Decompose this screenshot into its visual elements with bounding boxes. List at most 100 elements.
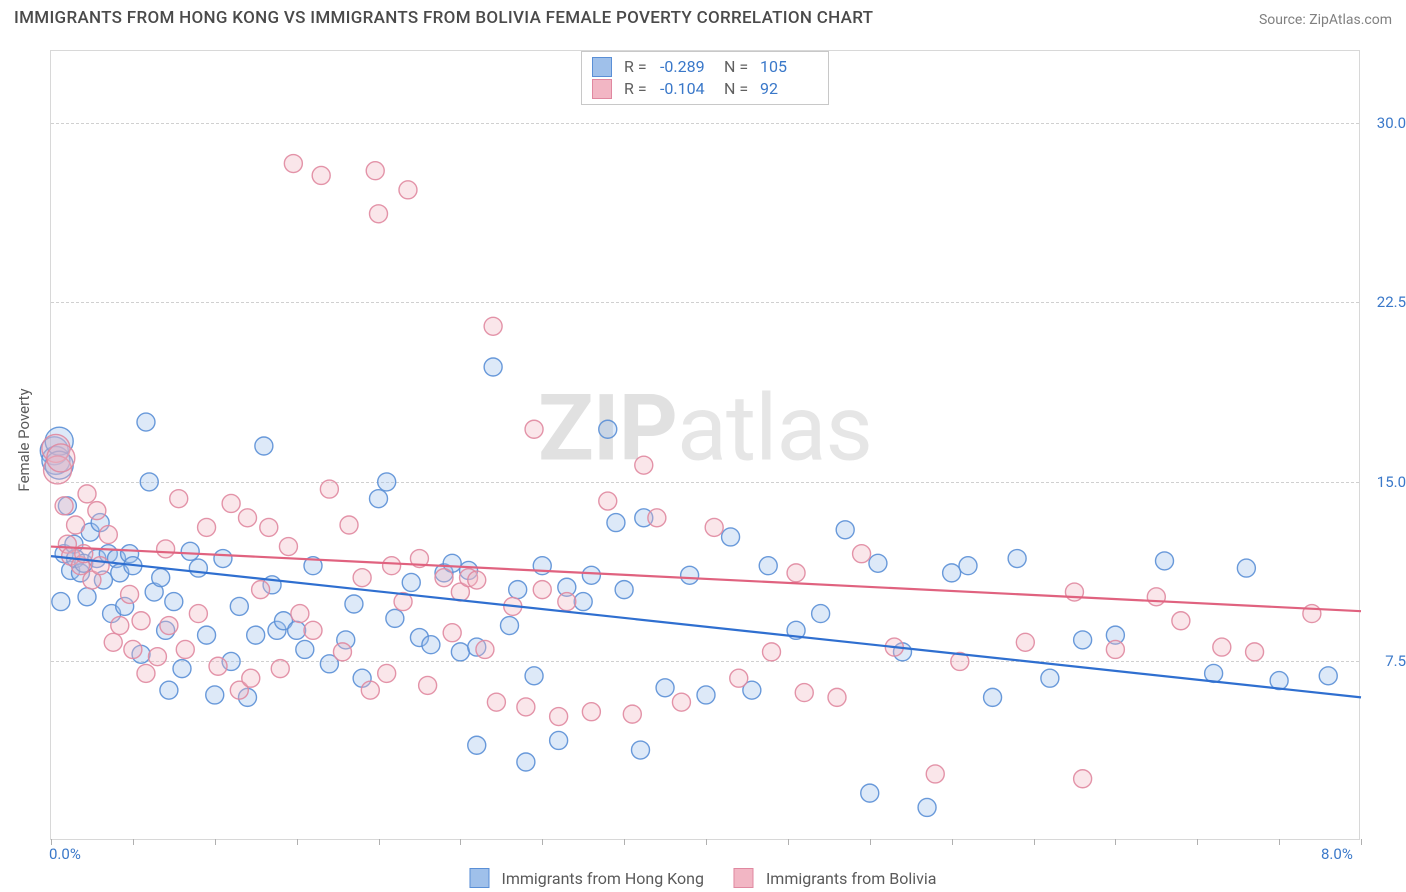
scatter-point-bolivia: [1016, 633, 1034, 651]
x-tick-mark: [297, 839, 298, 845]
scatter-point-hongkong: [137, 413, 155, 431]
scatter-point-hongkong: [697, 686, 715, 704]
x-tick-mark: [1279, 839, 1280, 845]
scatter-point-hongkong: [386, 609, 404, 627]
scatter-point-hongkong: [984, 688, 1002, 706]
legend-label-bolivia: Immigrants from Bolivia: [766, 869, 937, 888]
scatter-point-bolivia: [828, 688, 846, 706]
x-tick-mark: [542, 839, 543, 845]
scatter-point-bolivia: [487, 693, 505, 711]
scatter-point-bolivia: [67, 516, 85, 534]
scatter-point-bolivia: [705, 518, 723, 536]
chart-title: IMMIGRANTS FROM HONG KONG VS IMMIGRANTS …: [14, 8, 873, 28]
scatter-point-hongkong: [656, 679, 674, 697]
scatter-point-hongkong: [165, 593, 183, 611]
scatter-point-bolivia: [468, 571, 486, 589]
scatter-point-bolivia: [795, 684, 813, 702]
scatter-point-hongkong: [422, 636, 440, 654]
scatter-point-hongkong: [402, 573, 420, 591]
stats-row-bolivia: R = -0.104 N = 92: [592, 78, 816, 100]
x-tick-mark: [1361, 839, 1362, 845]
scatter-point-hongkong: [681, 566, 699, 584]
scatter-point-hongkong: [1041, 669, 1059, 687]
scatter-point-bolivia: [157, 540, 175, 558]
scatter-point-bolivia: [599, 492, 617, 510]
title-bar: IMMIGRANTS FROM HONG KONG VS IMMIGRANTS …: [0, 0, 1406, 38]
x-tick-mark: [379, 839, 380, 845]
x-tick-mark: [952, 839, 953, 845]
scatter-svg: [51, 51, 1359, 839]
scatter-point-bolivia: [558, 593, 576, 611]
x-tick-mark: [460, 839, 461, 845]
scatter-point-hongkong: [451, 643, 469, 661]
scatter-point-bolivia: [160, 617, 178, 635]
scatter-point-hongkong: [836, 521, 854, 539]
scatter-point-bolivia: [366, 162, 384, 180]
x-tick-mark: [1197, 839, 1198, 845]
scatter-point-bolivia: [239, 509, 257, 527]
scatter-point-hongkong: [296, 640, 314, 658]
scatter-point-bolivia: [170, 490, 188, 508]
scatter-point-hongkong: [1008, 550, 1026, 568]
scatter-point-bolivia: [582, 703, 600, 721]
scatter-point-bolivia: [271, 660, 289, 678]
scatter-point-bolivia: [55, 497, 73, 515]
scatter-point-bolivia: [78, 485, 96, 503]
scatter-point-bolivia: [533, 581, 551, 599]
x-tick-mark: [215, 839, 216, 845]
scatter-point-bolivia: [99, 526, 117, 544]
y-axis-title: Female Poverty: [15, 388, 33, 491]
stat-n-bolivia: 92: [760, 78, 816, 100]
scatter-point-bolivia: [1303, 605, 1321, 623]
scatter-point-bolivia: [88, 502, 106, 520]
scatter-point-hongkong: [1319, 667, 1337, 685]
scatter-point-bolivia: [189, 605, 207, 623]
scatter-point-bolivia: [635, 456, 653, 474]
scatter-point-hongkong: [247, 626, 265, 644]
x-tick-mark: [788, 839, 789, 845]
scatter-point-bolivia: [1106, 640, 1124, 658]
scatter-point-hongkong: [869, 554, 887, 572]
scatter-point-bolivia: [312, 166, 330, 184]
scatter-point-hongkong: [759, 557, 777, 575]
stat-r-label-2: R =: [624, 78, 652, 100]
scatter-point-hongkong: [918, 798, 936, 816]
swatch-bolivia: [592, 79, 612, 99]
scatter-point-bolivia: [260, 518, 278, 536]
scatter-point-bolivia: [121, 585, 139, 603]
x-tick-mark: [706, 839, 707, 845]
scatter-point-hongkong: [206, 686, 224, 704]
scatter-point-hongkong: [189, 559, 207, 577]
legend-swatch-hongkong: [469, 868, 489, 888]
stat-r-hongkong: -0.289: [660, 56, 716, 78]
scatter-point-bolivia: [222, 494, 240, 512]
scatter-point-bolivia: [284, 155, 302, 173]
scatter-point-hongkong: [484, 358, 502, 376]
scatter-point-bolivia: [525, 420, 543, 438]
stat-n-hongkong: 105: [760, 56, 816, 78]
scatter-point-bolivia: [926, 765, 944, 783]
scatter-point-bolivia: [132, 612, 150, 630]
scatter-point-bolivia: [137, 664, 155, 682]
x-tick-mark: [133, 839, 134, 845]
scatter-point-hongkong: [943, 564, 961, 582]
scatter-point-hongkong: [1237, 559, 1255, 577]
scatter-point-bolivia: [242, 669, 260, 687]
y-tick-label: 7.5%: [1365, 652, 1406, 670]
x-tick-mark: [624, 839, 625, 845]
legend-item-hongkong: Immigrants from Hong Kong: [469, 868, 703, 888]
scatter-point-hongkong: [181, 542, 199, 560]
stat-r-label: R =: [624, 56, 652, 78]
scatter-point-hongkong: [607, 514, 625, 532]
scatter-point-bolivia: [672, 693, 690, 711]
scatter-point-hongkong: [370, 490, 388, 508]
scatter-point-hongkong: [861, 784, 879, 802]
scatter-point-bolivia: [361, 681, 379, 699]
scatter-point-hongkong: [140, 473, 158, 491]
scatter-point-bolivia: [252, 581, 270, 599]
scatter-point-bolivia: [787, 564, 805, 582]
scatter-point-hongkong: [1074, 631, 1092, 649]
scatter-point-bolivia: [91, 557, 109, 575]
scatter-point-bolivia: [623, 705, 641, 723]
scatter-point-bolivia: [47, 444, 75, 472]
